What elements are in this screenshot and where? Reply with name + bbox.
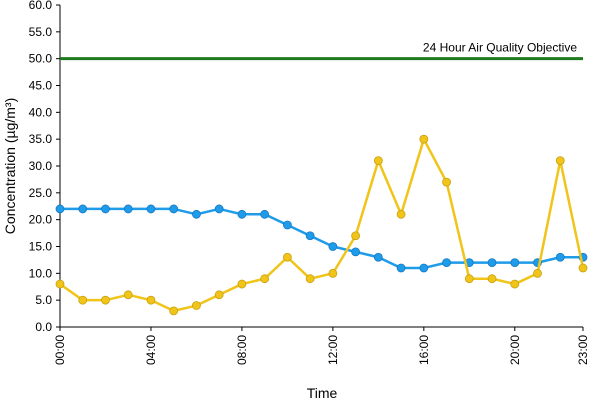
series-2-point xyxy=(237,279,247,289)
y-tick-label: 10.0 xyxy=(29,266,53,280)
series-1-point xyxy=(373,252,383,262)
series-2-point xyxy=(146,295,156,305)
x-axis-title: Time xyxy=(307,385,338,400)
series-1-point xyxy=(192,209,201,219)
series-2-point xyxy=(442,177,451,187)
y-tick-label: 45.0 xyxy=(29,79,53,93)
y-tick-label: 40.0 xyxy=(29,105,53,119)
y-tick-label: 0.0 xyxy=(35,320,52,334)
x-tick-label: 04:00 xyxy=(144,335,158,365)
series-1-point xyxy=(146,204,156,214)
objective-line-label: 24 Hour Air Quality Objective xyxy=(423,41,577,55)
series-1-point xyxy=(282,220,292,230)
series-2-point xyxy=(192,301,201,310)
y-tick-label: 30.0 xyxy=(29,159,53,173)
series-2-point xyxy=(328,268,338,278)
series-1-point xyxy=(328,242,338,251)
series-1-point xyxy=(123,204,133,214)
series-1-point xyxy=(260,209,270,219)
series-1-point xyxy=(351,247,361,257)
series-1-point xyxy=(555,252,565,262)
series-1-point xyxy=(101,204,110,214)
series-2-point xyxy=(351,231,361,241)
y-axis-title: Concentration (µg/m³) xyxy=(2,98,18,234)
series-1-point xyxy=(396,263,406,273)
y-tick-label: 15.0 xyxy=(29,240,53,254)
series-2-point xyxy=(555,156,565,166)
series-2-point xyxy=(123,290,133,300)
series-2-line xyxy=(58,137,585,313)
x-tick-label: 12:00 xyxy=(326,335,340,365)
series-2-point xyxy=(578,263,588,273)
y-tick-label: 20.0 xyxy=(29,213,53,227)
series-2-point xyxy=(487,274,497,284)
x-tick-label: 16:00 xyxy=(417,335,431,365)
series-1-point xyxy=(305,231,315,241)
y-tick-label: 25.0 xyxy=(29,186,53,200)
series-1-point xyxy=(169,204,179,214)
series-1-point xyxy=(78,204,88,214)
y-tick-label: 50.0 xyxy=(29,52,53,66)
series-2-point xyxy=(169,306,179,316)
series-2-point xyxy=(55,279,65,289)
series-2-point xyxy=(78,295,88,305)
series-1-point xyxy=(487,258,497,268)
series-2-point xyxy=(305,274,315,284)
y-tick-label: 35.0 xyxy=(29,132,53,146)
x-tick-label: 23:00 xyxy=(576,335,590,365)
series-2-point xyxy=(396,209,406,219)
series-2-point xyxy=(282,252,292,262)
series-2-point xyxy=(510,279,520,289)
series-1-point xyxy=(442,258,451,268)
x-tick-label: 00:00 xyxy=(53,335,67,365)
series-1-point xyxy=(214,204,224,214)
series-2-point xyxy=(533,268,542,278)
series-1-point xyxy=(419,263,429,273)
series-2-point xyxy=(373,156,383,166)
y-tick-label: 60.0 xyxy=(29,0,53,12)
series-2-point xyxy=(214,290,224,300)
x-tick-label: 08:00 xyxy=(235,335,249,365)
series-1-point xyxy=(510,258,520,268)
series-2-point xyxy=(464,274,474,284)
series-1-line xyxy=(58,207,585,270)
plot-area: 0.0 5.0 10.0 15.0 20.0 25.0 30.0 35.0 40.0 45.0 50… xyxy=(29,0,590,365)
y-tick-label: 55.0 xyxy=(29,25,53,39)
series-2-point xyxy=(419,134,429,144)
series-1-point xyxy=(55,204,65,214)
series-2-point xyxy=(260,274,270,284)
series-2-point xyxy=(101,295,110,305)
x-tick-label: 20:00 xyxy=(508,335,522,365)
series-1-point xyxy=(237,209,247,219)
y-tick-label: 5.0 xyxy=(35,293,52,307)
